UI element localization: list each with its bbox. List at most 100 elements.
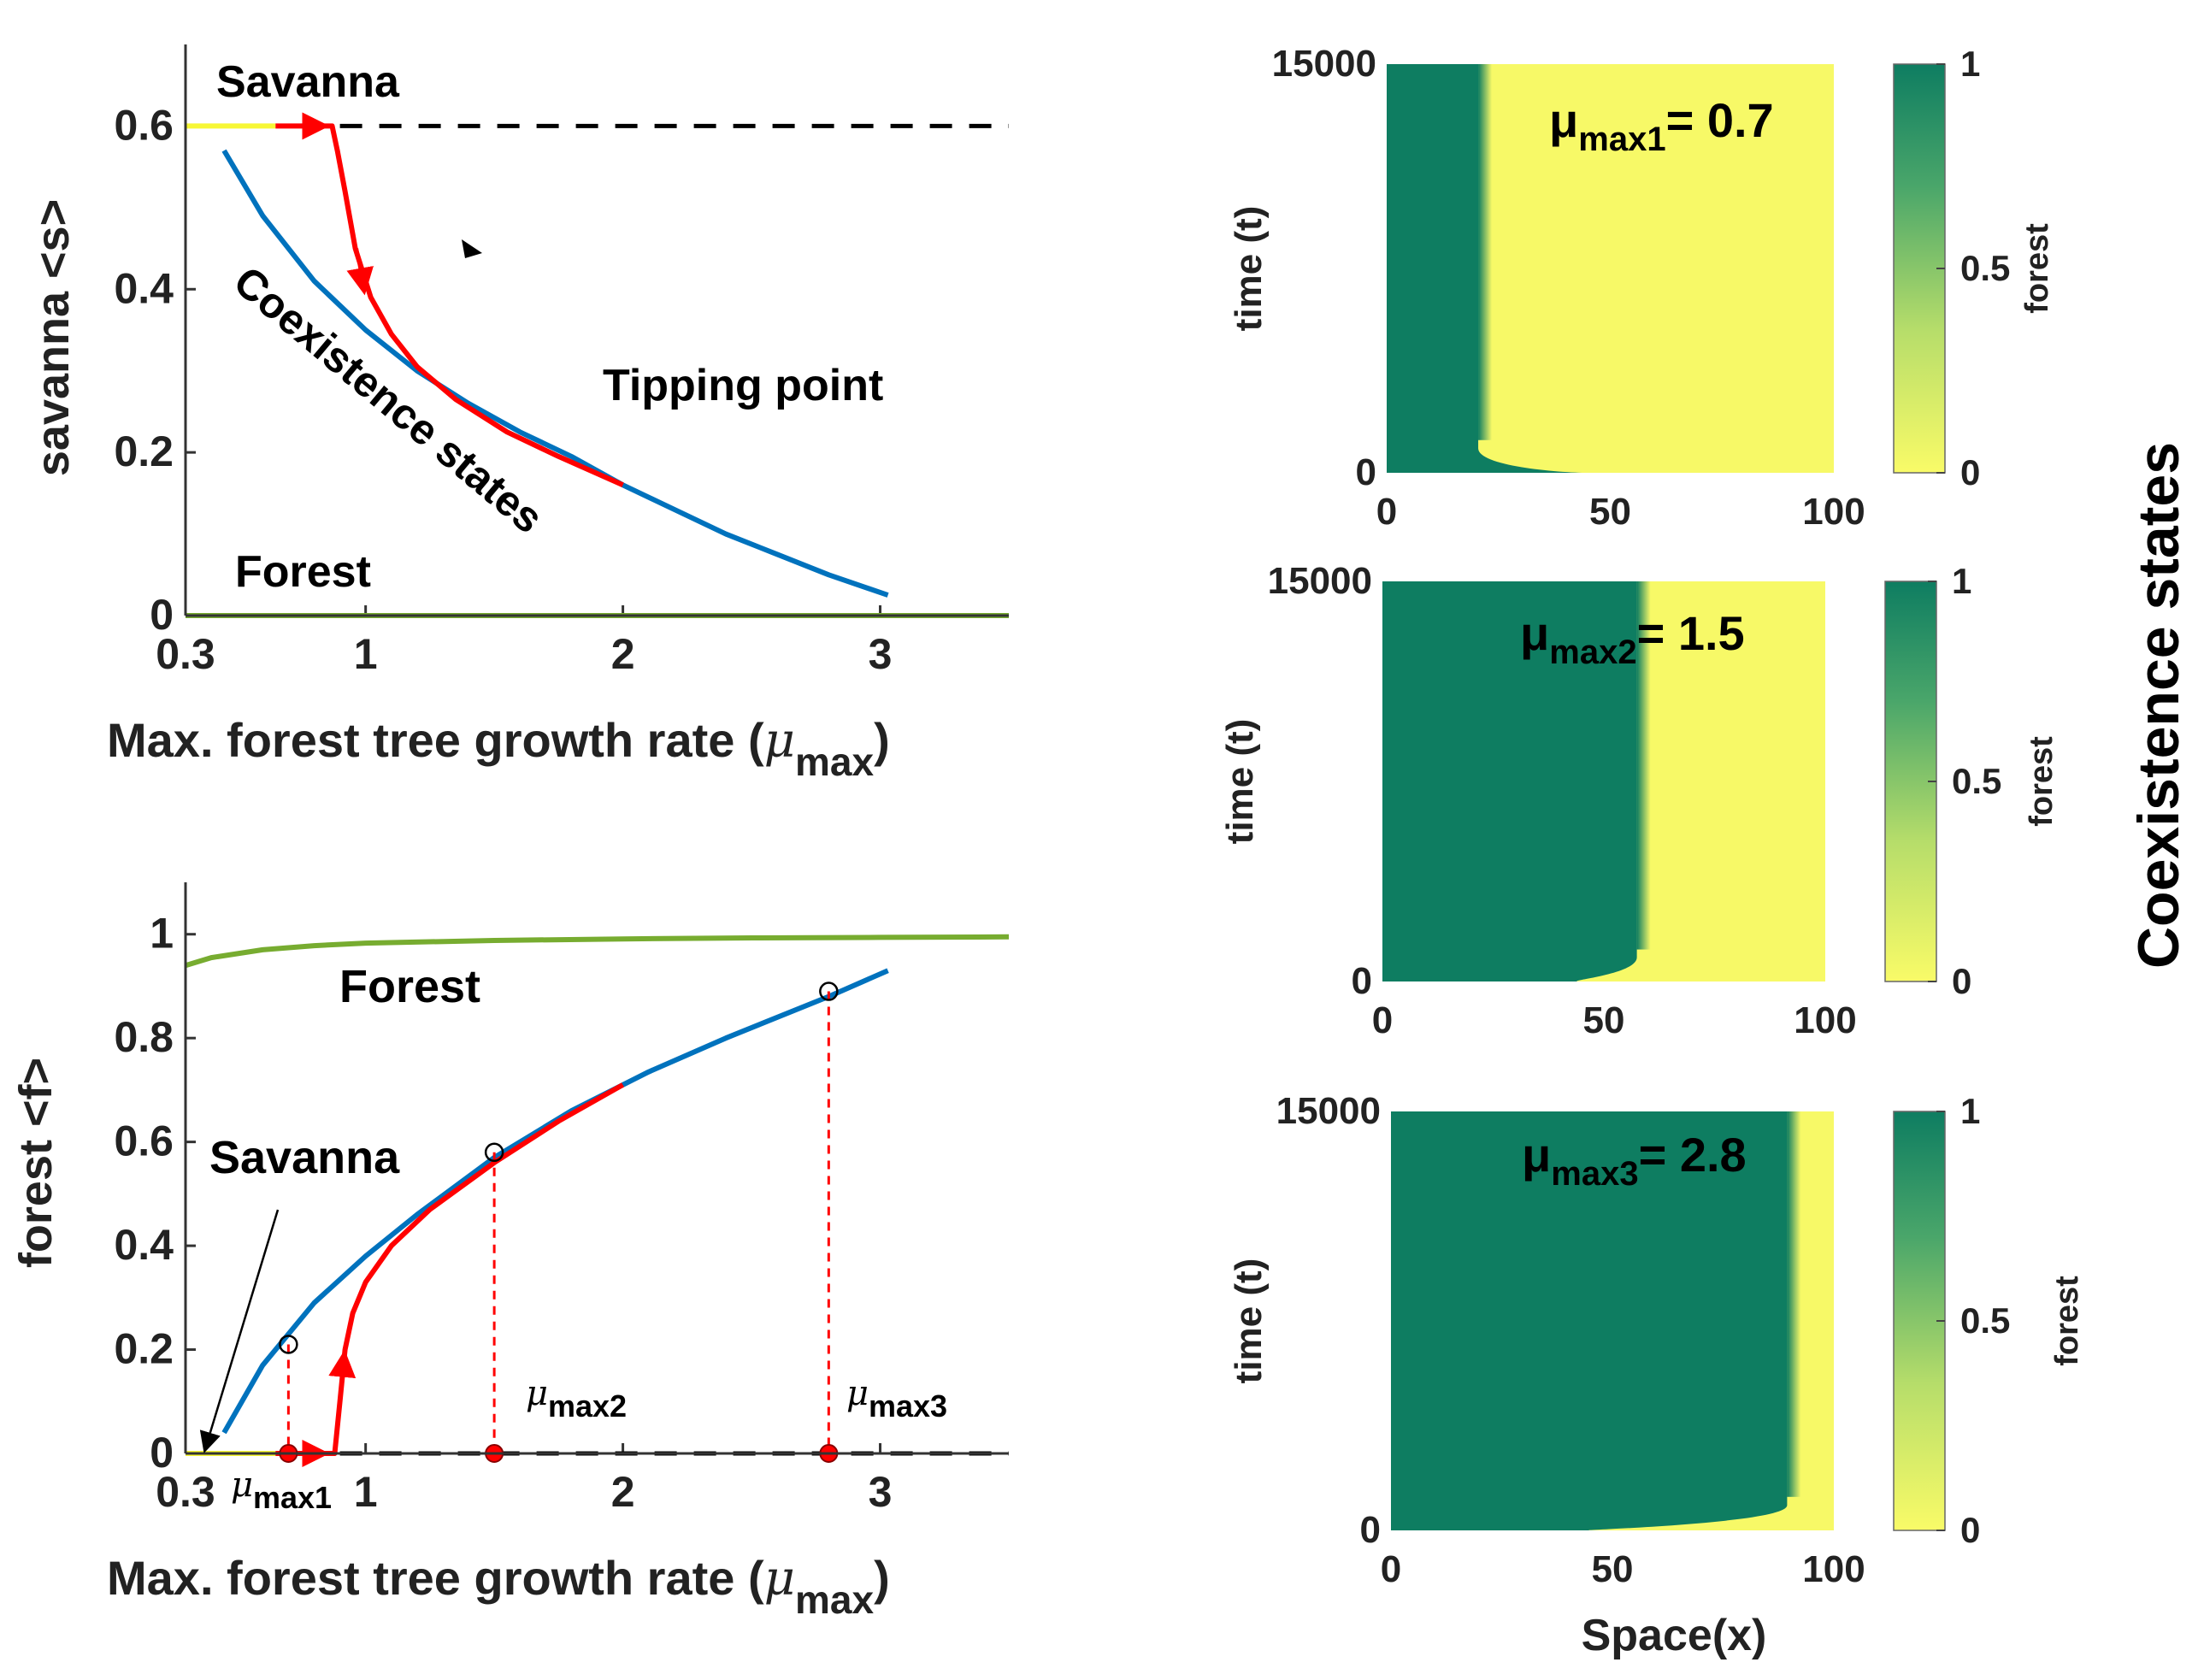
y-tick-label: 0.6 <box>114 101 174 149</box>
heatmap-y-tick-label: 15000 <box>1272 43 1376 85</box>
side-title: Coexistence states <box>2126 442 2191 969</box>
forest-chart-series <box>185 934 1010 1467</box>
heatmap-x-tick-label: 100 <box>1802 1548 1865 1590</box>
heatmap-y-tick-label: 0 <box>1360 1509 1381 1551</box>
hm1-title: μmax1= 0.7 <box>1549 93 1774 158</box>
forest-chart-ticks: 0 0.2 0.4 0.6 0.8 1 0.3 1 2 3 <box>114 910 892 1516</box>
series-forest <box>185 934 1010 969</box>
savanna-chart-series <box>186 112 1009 618</box>
colorbar-tick-label: 1 <box>1960 44 1980 84</box>
hm1-title-value: = 0.7 <box>1666 93 1774 147</box>
savanna-chart-ticks: 0 0.2 0.4 0.6 0.3 1 2 3 <box>114 101 892 678</box>
heatmap-forest-region <box>1391 1111 1788 1530</box>
heatmap-y-tick-label: 15000 <box>1276 1090 1381 1132</box>
mu-max1-label: μmax1 <box>231 1465 332 1515</box>
heatmap-x-tick-label: 50 <box>1583 999 1625 1041</box>
forest-label: Forest <box>235 547 371 597</box>
savanna-chart-x-label: Max. forest tree growth rate (μmax) <box>107 713 890 784</box>
forest-label: Forest <box>339 961 480 1012</box>
forest-chart-x-label-text: Max. forest tree growth rate ( <box>107 1551 764 1605</box>
heatmap-y-tick-label: 0 <box>1352 960 1372 1002</box>
hm1-title-subscript: max1 <box>1578 121 1665 158</box>
colorbar-tick-label: 0.5 <box>1952 761 2001 801</box>
forest-bifurcation-chart: 0 0.2 0.4 0.6 0.8 1 0.3 1 2 3 Forest Savanna fore… <box>10 882 1010 1622</box>
colorbar <box>1893 63 1946 474</box>
tipping-point-label: Tipping point <box>603 361 883 410</box>
heatmap-panel-mu-max1: 0 15000 0 50 100 time (t) 0 0.5 1 forest <box>1228 43 2055 533</box>
x-tick-label: 1 <box>354 1468 378 1516</box>
savanna-label: Savanna <box>216 57 400 107</box>
mu-symbol: μ <box>1522 1128 1551 1182</box>
colorbar-tick-label: 1 <box>1952 561 1971 601</box>
mu-symbol: μ <box>526 1374 548 1413</box>
heatmap-x-tick-label: 0 <box>1372 999 1393 1041</box>
colorbar-tick-label: 0 <box>1952 961 1971 1001</box>
y-tick-label: 0 <box>150 1429 174 1477</box>
hm3-title-value: = 2.8 <box>1639 1128 1747 1182</box>
y-tick-label: 0.2 <box>114 427 174 475</box>
space-x-label: Space(x) <box>1582 1611 1767 1660</box>
savanna-bifurcation-chart: 0 0.2 0.4 0.6 0.3 1 2 3 Savanna Forest Tipping … <box>27 44 1009 784</box>
heatmap-forest-region <box>1382 581 1637 981</box>
series-tipping-path <box>275 1082 625 1456</box>
marker-curve-point <box>279 1335 298 1354</box>
heatmap-y-label: time (t) <box>1228 1259 1270 1384</box>
savanna-chart-x-label-close: ) <box>874 713 890 767</box>
series-coexistence-states <box>221 149 889 598</box>
hm2-title-subscript: max2 <box>1549 634 1636 671</box>
coexistence-states-label: Coexistence states <box>225 257 552 543</box>
x-tick-label: 3 <box>869 630 893 678</box>
forest-chart-y-label: forest <f> <box>10 1058 62 1268</box>
heatmap-y-tick-label: 0 <box>1356 451 1376 493</box>
colorbar-tick-label: 1 <box>1960 1091 1980 1131</box>
mu-max1-subscript: max1 <box>253 1480 332 1515</box>
y-tick-label: 1 <box>150 910 174 958</box>
mu-symbol: μ <box>231 1465 253 1505</box>
mu-symbol: μ <box>764 713 795 769</box>
heatmap-x-tick-label: 50 <box>1589 491 1631 533</box>
heatmap-x-tick-label: 50 <box>1592 1548 1634 1590</box>
hm3-title-subscript: max3 <box>1551 1155 1638 1193</box>
heatmap-front-band <box>1636 581 1651 950</box>
heatmap-front-band <box>1787 1111 1801 1497</box>
y-tick-label: 0 <box>150 591 174 639</box>
mu-subscript: max <box>795 1577 874 1622</box>
colorbar-tick-label: 0 <box>1960 452 1980 492</box>
heatmap-y-label: time (t) <box>1219 719 1261 845</box>
colorbar-tick-label: 0.5 <box>1960 1300 2010 1341</box>
marker-curve-point <box>819 981 839 1001</box>
hm3-title: μmax3= 2.8 <box>1522 1128 1747 1193</box>
mu-max3-subscript: max3 <box>869 1388 947 1424</box>
heatmap-x-tick-label: 100 <box>1794 999 1856 1041</box>
mu-symbol: μ <box>846 1374 869 1413</box>
heatmap-y-label: time (t) <box>1228 206 1270 332</box>
y-tick-label: 0.2 <box>114 1325 174 1373</box>
savanna-chart-y-label: savanna <s> <box>27 199 79 476</box>
heatmap-y-tick-label: 15000 <box>1268 560 1372 602</box>
colorbar-tick-label: 0.5 <box>1960 248 2010 288</box>
colorbar-label: forest <box>2049 1276 2085 1366</box>
mu-max2-subscript: max2 <box>548 1388 627 1424</box>
heatmap-x-tick-label: 0 <box>1381 1548 1401 1590</box>
savanna-chart-x-label-text: Max. forest tree growth rate ( <box>107 713 764 767</box>
heatmap-panel-mu-max3: 0 15000 0 50 100 time (t) 0 0.5 1 forest <box>1228 1090 2085 1590</box>
x-tick-label: 0.3 <box>156 630 215 678</box>
y-tick-label: 0.4 <box>114 1221 174 1269</box>
x-tick-label: 3 <box>869 1468 893 1516</box>
savanna-pointer-arrow <box>199 1209 280 1453</box>
heatmap-forest-region <box>1387 64 1588 473</box>
colorbar-label: forest <box>2019 223 2055 314</box>
marker-curve-point <box>484 1142 504 1163</box>
mu-max2-label: μmax2 <box>526 1374 627 1424</box>
tipping-point-marker <box>462 239 482 258</box>
mu-symbol: μ <box>1520 606 1549 660</box>
x-tick-label: 1 <box>354 630 378 678</box>
colorbar-tick-label: 0 <box>1960 1510 1980 1550</box>
heatmap-x-tick-label: 0 <box>1376 491 1397 533</box>
mu-symbol: μ <box>764 1551 795 1606</box>
mu-max3-label: μmax3 <box>846 1374 947 1424</box>
savanna-label: Savanna <box>209 1132 400 1183</box>
series-tipping-path <box>275 123 624 488</box>
hm2-title-value: = 1.5 <box>1637 606 1745 660</box>
